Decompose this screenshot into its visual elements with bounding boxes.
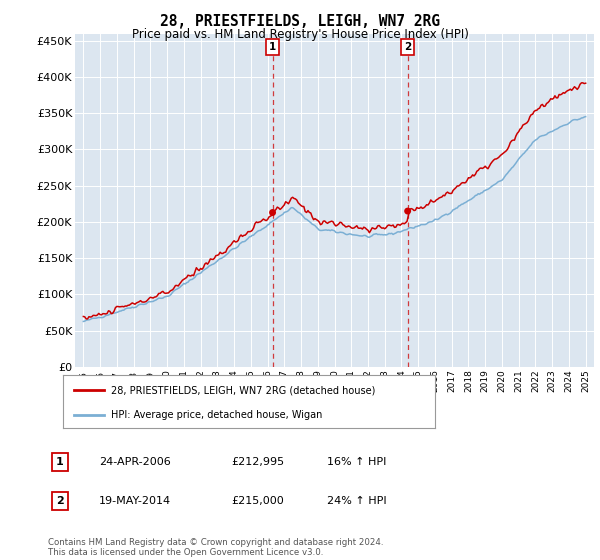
Text: 28, PRIESTFIELDS, LEIGH, WN7 2RG (detached house): 28, PRIESTFIELDS, LEIGH, WN7 2RG (detach… bbox=[112, 385, 376, 395]
Text: HPI: Average price, detached house, Wigan: HPI: Average price, detached house, Wiga… bbox=[112, 410, 323, 420]
Text: 28, PRIESTFIELDS, LEIGH, WN7 2RG: 28, PRIESTFIELDS, LEIGH, WN7 2RG bbox=[160, 14, 440, 29]
Text: 24% ↑ HPI: 24% ↑ HPI bbox=[327, 496, 386, 506]
Text: £212,995: £212,995 bbox=[231, 457, 284, 467]
Text: Contains HM Land Registry data © Crown copyright and database right 2024.
This d: Contains HM Land Registry data © Crown c… bbox=[48, 538, 383, 557]
Text: 24-APR-2006: 24-APR-2006 bbox=[99, 457, 171, 467]
Text: 1: 1 bbox=[56, 457, 64, 467]
Point bbox=[403, 207, 412, 216]
Text: £215,000: £215,000 bbox=[231, 496, 284, 506]
Text: 2: 2 bbox=[56, 496, 64, 506]
Point bbox=[268, 208, 277, 217]
Text: 16% ↑ HPI: 16% ↑ HPI bbox=[327, 457, 386, 467]
Text: Price paid vs. HM Land Registry's House Price Index (HPI): Price paid vs. HM Land Registry's House … bbox=[131, 28, 469, 41]
Text: 2: 2 bbox=[404, 42, 411, 52]
Text: 19-MAY-2014: 19-MAY-2014 bbox=[99, 496, 171, 506]
Text: 1: 1 bbox=[269, 42, 276, 52]
